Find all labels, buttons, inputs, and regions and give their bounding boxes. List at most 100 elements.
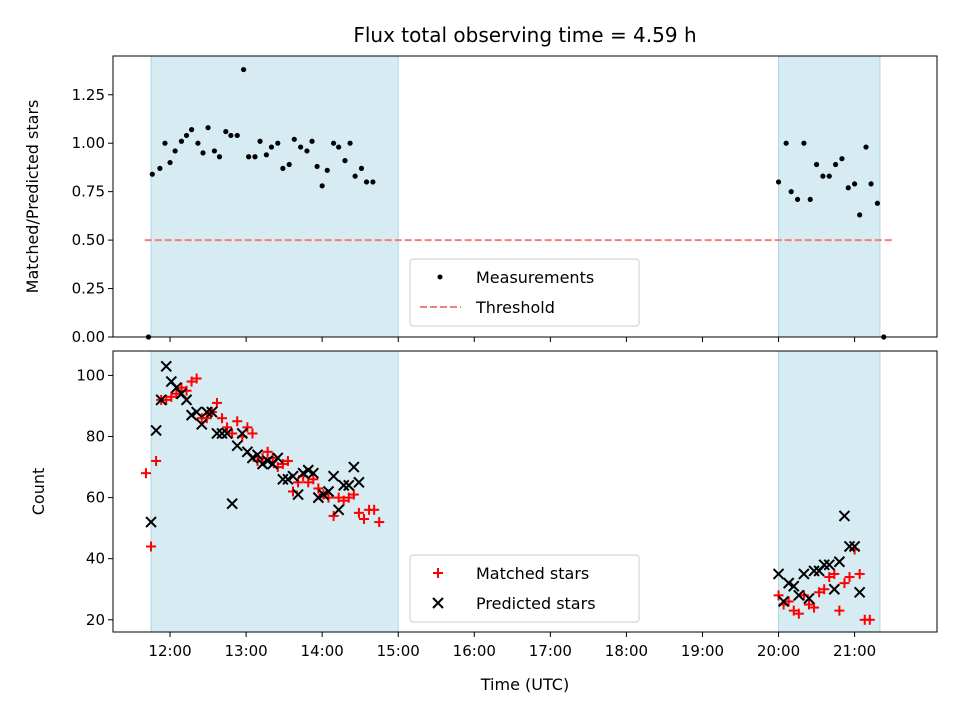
cross-stroke-b xyxy=(803,592,815,605)
predicted-star-point xyxy=(798,568,810,580)
cross-stroke-b xyxy=(226,498,238,510)
matched-star-point xyxy=(348,489,359,500)
bottom-legend: Matched stars Predicted stars xyxy=(409,554,640,623)
predicted-star-point xyxy=(287,470,299,482)
cross-stroke-b xyxy=(332,504,345,516)
measurement-point xyxy=(304,148,310,154)
matched-star-point xyxy=(308,474,319,485)
legend-predicted-marker xyxy=(432,597,444,609)
matched-star-point xyxy=(854,568,865,579)
measurement-point xyxy=(257,138,263,144)
predicted-star-point xyxy=(282,473,294,485)
measurement-point xyxy=(275,140,281,146)
cross-stroke-b xyxy=(165,375,178,388)
x-tick-label: 15:00 xyxy=(377,642,420,660)
matched-star-point xyxy=(819,584,830,595)
predicted-star-point xyxy=(150,424,162,437)
x-tick-label: 21:00 xyxy=(833,642,876,660)
legend-predicted-label: Predicted stars xyxy=(476,594,596,613)
matched-star-point xyxy=(359,513,370,524)
x-tick-label: 13:00 xyxy=(224,642,267,660)
cross-stroke-b xyxy=(261,455,274,467)
bottom-y-ticks: 20 40 60 80 100 xyxy=(76,366,113,629)
measurement-point xyxy=(223,128,229,135)
matched-star-point xyxy=(146,541,157,552)
measurement-point xyxy=(820,173,826,179)
legend-measurements-label: Measurements xyxy=(476,268,594,287)
matched-star-point xyxy=(282,455,293,466)
top-y-axis-label: Matched/Predicted stars xyxy=(23,100,42,294)
matched-star-point xyxy=(247,428,258,439)
predicted-star-point xyxy=(327,470,340,482)
measurement-point xyxy=(309,138,315,144)
matched-star-point xyxy=(844,572,855,583)
matched-star-point xyxy=(773,590,784,601)
measurement-point xyxy=(352,173,358,179)
measurement-point xyxy=(330,140,337,146)
predicted-star-point xyxy=(322,485,335,498)
matched-star-point xyxy=(201,413,212,424)
predicted-star-point xyxy=(211,427,223,440)
predicted-star-point xyxy=(838,510,851,522)
measurement-point xyxy=(314,163,320,170)
predicted-star-point xyxy=(180,394,193,406)
measurement-point xyxy=(228,132,234,139)
matched-star-point xyxy=(839,578,850,589)
predicted-star-point xyxy=(343,479,355,492)
measurement-point xyxy=(363,179,370,185)
top-legend-box xyxy=(409,258,640,327)
measurement-point xyxy=(291,136,297,142)
cross-stroke-b xyxy=(145,516,157,528)
cross-stroke-b xyxy=(150,424,162,437)
matched-star-point xyxy=(824,572,835,583)
x-tick-label: 14:00 xyxy=(301,642,344,660)
y-tick-label: 100 xyxy=(76,366,105,384)
matched-star-point xyxy=(313,483,324,494)
measurement-point xyxy=(775,179,782,185)
x-tick-label: 12:00 xyxy=(148,642,191,660)
legend-threshold-label: Threshold xyxy=(475,298,555,317)
matched-star-point xyxy=(374,517,385,528)
matched-star-point xyxy=(803,599,814,610)
cross-stroke-b xyxy=(190,406,203,418)
measurement-point xyxy=(252,154,258,160)
matched-star-point xyxy=(353,507,364,518)
y-tick-label: 0.50 xyxy=(72,231,105,249)
cross-stroke-b xyxy=(782,577,795,589)
predicted-star-point xyxy=(793,589,805,602)
predicted-star-point xyxy=(196,418,208,431)
predicted-star-point xyxy=(297,467,309,479)
predicted-star-point xyxy=(808,565,820,577)
bottom-x-ticks: 12:00 13:00 14:00 15:00 16:00 17:00 18:00 19:00… xyxy=(148,632,876,660)
measurement-point xyxy=(347,140,353,146)
matched-star-point xyxy=(834,605,845,616)
predicted-star-point xyxy=(803,592,815,605)
cross-stroke-b xyxy=(838,510,851,522)
measurement-point xyxy=(268,144,275,150)
x-tick-label: 20:00 xyxy=(757,642,800,660)
measurement-point xyxy=(336,144,342,150)
predicted-star-point xyxy=(277,473,289,485)
matched-star-point xyxy=(161,394,172,405)
matched-star-point xyxy=(809,602,820,613)
cross-stroke-b xyxy=(206,406,218,418)
matched-star-point xyxy=(262,446,273,457)
measurement-point xyxy=(178,138,185,144)
y-tick-label: 40 xyxy=(86,550,105,568)
predicted-star-point xyxy=(777,595,790,608)
matched-star-point xyxy=(293,477,304,488)
predicted-star-point xyxy=(843,540,856,553)
legend-cross xyxy=(432,597,444,609)
matched-star-point xyxy=(227,428,238,439)
matched-star-point xyxy=(211,397,222,408)
cross-stroke-b xyxy=(777,595,790,608)
cross-stroke-b xyxy=(432,597,444,609)
matched-star-point xyxy=(277,459,288,470)
measurement-point xyxy=(874,200,881,206)
matched-star-point xyxy=(151,455,162,466)
measurement-point xyxy=(286,161,292,168)
predicted-star-point xyxy=(190,406,203,418)
cross-stroke-b xyxy=(160,360,172,372)
predicted-star-point xyxy=(788,580,800,592)
matched-star-point xyxy=(140,468,151,479)
